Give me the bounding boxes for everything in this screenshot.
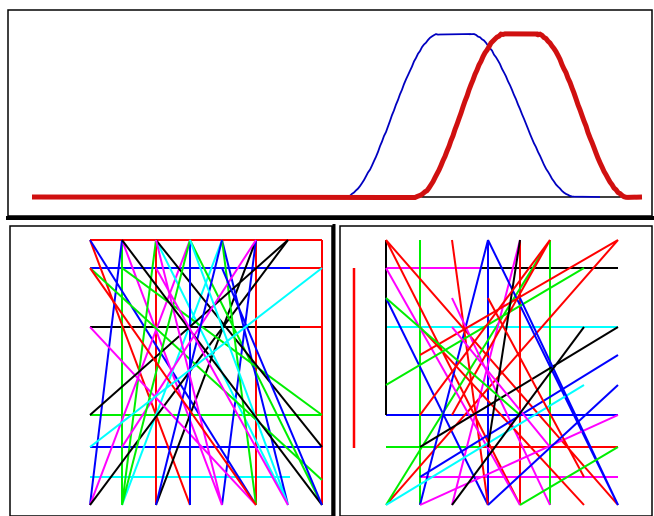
right-bottom-panel — [340, 226, 652, 516]
red-bell-curve — [32, 34, 642, 198]
left-mesh-line — [90, 268, 322, 480]
left-mesh-line — [122, 240, 322, 505]
left-bottom-panel — [10, 224, 334, 516]
right-panel-line-mesh — [386, 240, 618, 505]
top-panel — [6, 10, 654, 218]
left-panel-line-mesh — [90, 240, 322, 505]
right-mesh-line — [420, 240, 488, 505]
